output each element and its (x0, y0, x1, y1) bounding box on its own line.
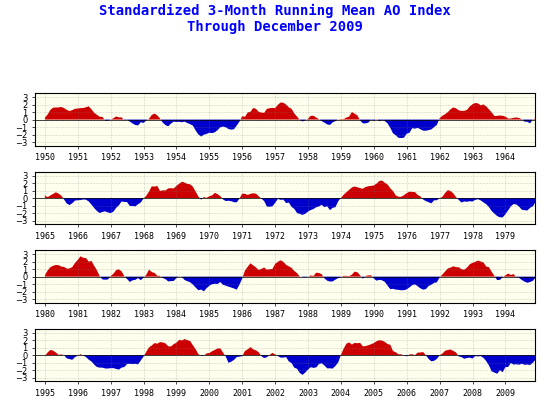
Text: Standardized 3-Month Running Mean AO Index
Through December 2009: Standardized 3-Month Running Mean AO Ind… (99, 4, 451, 35)
